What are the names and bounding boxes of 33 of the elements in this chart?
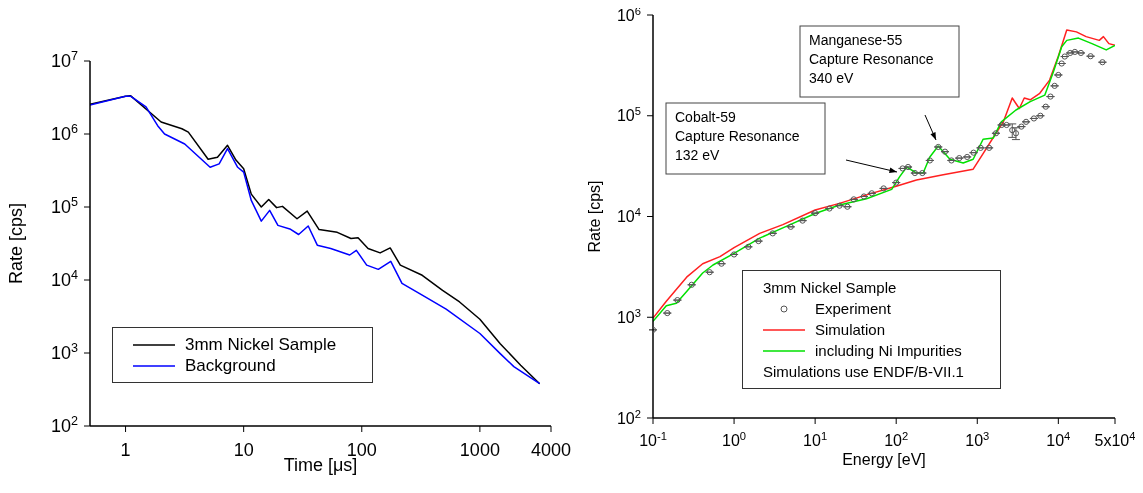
legend-label: Experiment	[815, 299, 891, 319]
x-tick-label: 1	[120, 440, 131, 460]
x-tick-label: 10$^{-1}$	[639, 430, 667, 449]
annotation: Cobalt-59 Capture Resonance 132 eV	[675, 109, 800, 163]
x-tick-label: 1000	[459, 440, 500, 460]
x-tick-label: 10$^{4}$	[1046, 430, 1071, 449]
legend-label: 3mm Nickel Sample	[185, 334, 337, 355]
y-tick-label: 10$^{4}$	[50, 268, 78, 291]
y-tick-label: 10$^{3}$	[50, 341, 78, 364]
legend-title: 3mm Nickel Sample	[763, 278, 898, 298]
x-tick-label: 10$^{0}$	[722, 430, 747, 449]
x-tick-label: 4000	[530, 440, 572, 460]
legend-label: Simulation	[815, 320, 886, 340]
y-tick-label: 10$^{5}$	[616, 105, 641, 125]
y-tick-label: 10$^{6}$	[50, 122, 78, 145]
y-tick-label: 10$^{5}$	[50, 195, 78, 218]
x-tick-label: 10	[233, 440, 254, 460]
legend-label: Background	[185, 355, 276, 376]
x-tick-label: 10$^{2}$	[884, 430, 909, 449]
x-axis-title: Energy [eV]	[842, 451, 926, 468]
x-tick-label: 5x10$^{4}$	[1094, 430, 1136, 449]
y-tick-label: 10$^{7}$	[50, 49, 78, 72]
y-tick-label: 10$^{2}$	[616, 407, 641, 427]
y-axis-title: Rate [cps]	[585, 180, 603, 253]
annotation: Manganese-55 Capture Resonance 340 eV	[809, 32, 934, 86]
y-tick-label: 10$^{4}$	[616, 206, 641, 226]
x-axis-title: Time [μs]	[283, 455, 358, 475]
x-tick-label: 10$^{1}$	[803, 430, 828, 449]
legend-label: including Ni Impurities	[815, 341, 962, 361]
annotation: Simulations use ENDF/B-VII.1	[763, 362, 964, 382]
x-tick-label: 10$^{3}$	[965, 430, 990, 449]
y-tick-label: 10$^{3}$	[616, 306, 641, 326]
y-axis-title: Rate [cps]	[6, 202, 27, 285]
